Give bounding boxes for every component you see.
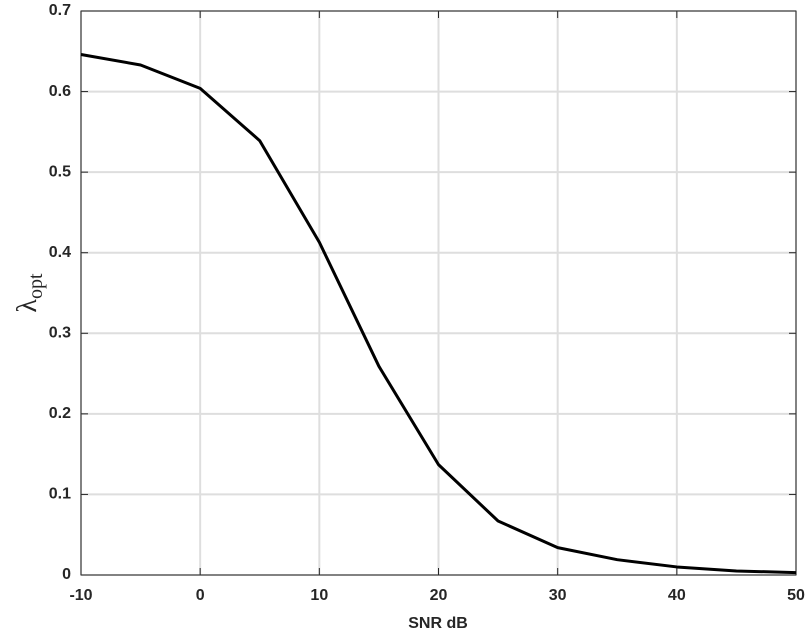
y-tick-label: 0.4 bbox=[49, 244, 71, 261]
x-tick-label: 30 bbox=[549, 587, 567, 604]
x-axis-label: SNR dB bbox=[408, 615, 468, 632]
y-tick-label: 0.3 bbox=[49, 325, 71, 342]
y-label-symbol: λ bbox=[12, 299, 43, 313]
y-tick-label: 0.2 bbox=[49, 405, 71, 422]
y-tick-label: 0 bbox=[62, 566, 71, 583]
data-line bbox=[80, 53, 797, 575]
x-tick-label: 20 bbox=[430, 587, 448, 604]
y-axis-label: λopt bbox=[12, 273, 46, 313]
y-tick-label: 0.6 bbox=[49, 83, 71, 100]
x-tick-label: 40 bbox=[668, 587, 686, 604]
axes-box bbox=[80, 10, 797, 576]
x-tick-label: 50 bbox=[787, 587, 805, 604]
y-label-subscript: opt bbox=[25, 273, 47, 299]
y-tick-label: 0.7 bbox=[49, 2, 71, 19]
y-tick-label: 0.1 bbox=[49, 486, 71, 503]
x-tick-label: -10 bbox=[69, 587, 92, 604]
y-tick-label: 0.5 bbox=[49, 163, 71, 180]
x-tick-label: 0 bbox=[196, 587, 205, 604]
x-tick-label: 10 bbox=[310, 587, 328, 604]
